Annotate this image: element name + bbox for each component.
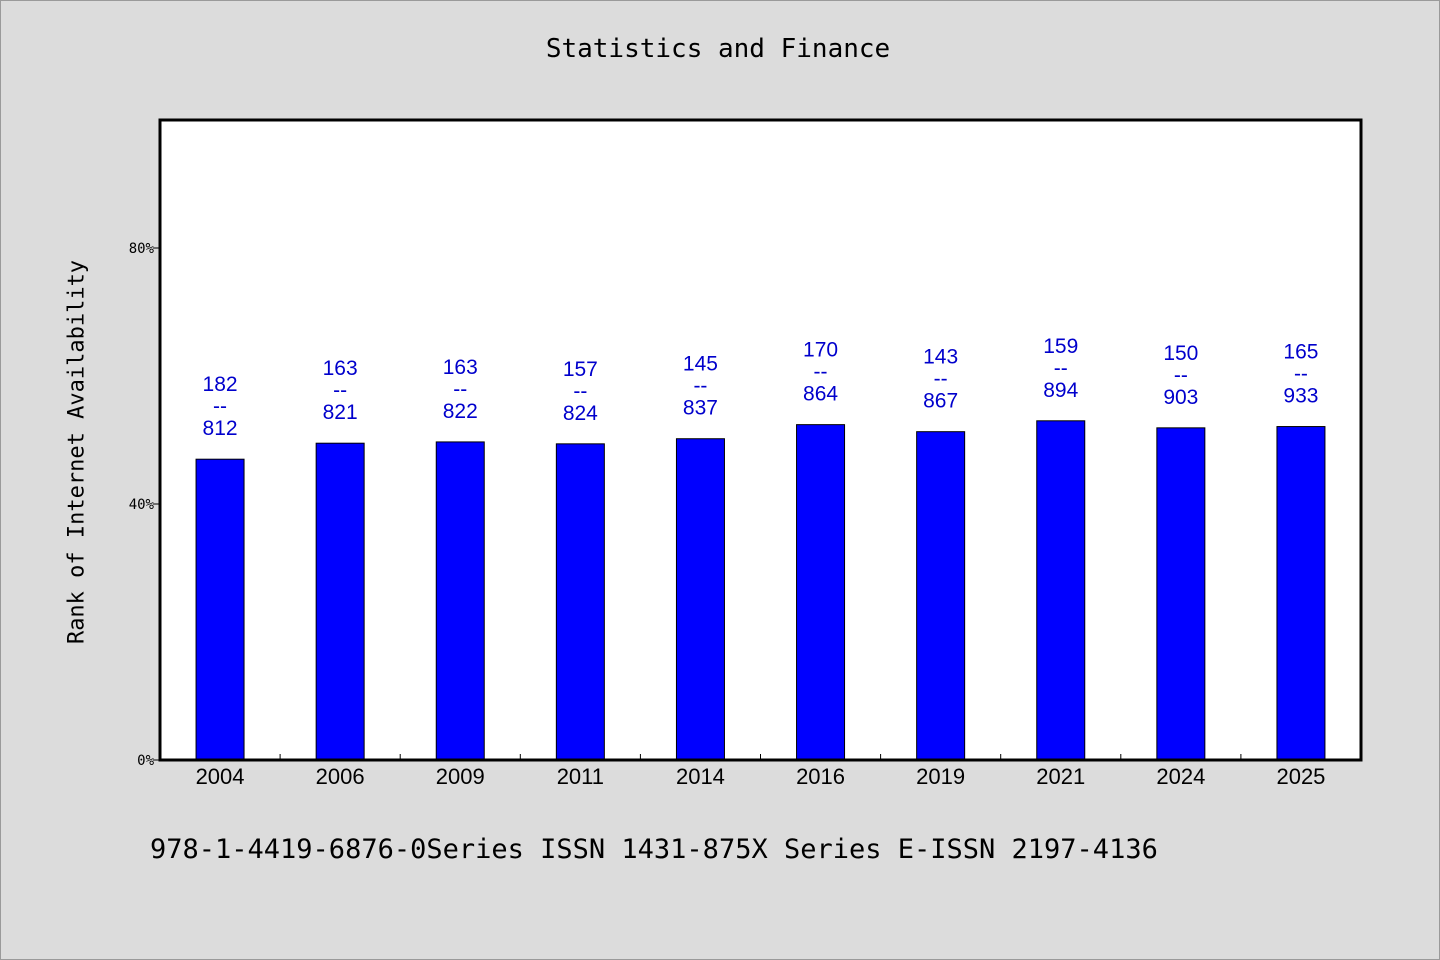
bar-label-bottom: 821 (323, 401, 358, 424)
x-tick-label: 2019 (916, 764, 965, 789)
bar (796, 424, 846, 761)
bar-label-top: 145 (683, 353, 718, 376)
bar-label-separator: -- (693, 375, 707, 398)
bar-label-top: 150 (1163, 342, 1198, 365)
bar (435, 441, 485, 761)
plot-border (158, 118, 1363, 762)
bar-label-separator: -- (573, 380, 587, 403)
x-tick-label: 2025 (1276, 764, 1325, 789)
bar-label-separator: -- (333, 379, 347, 402)
bar (315, 442, 365, 761)
x-tick-label: 2024 (1156, 764, 1205, 789)
bar-label-top: 163 (323, 357, 358, 380)
x-tick-label: 2006 (316, 764, 365, 789)
y-tick-label: 80% (129, 241, 155, 257)
bar (555, 443, 605, 761)
bar-label-top: 157 (563, 358, 598, 381)
bar (195, 458, 245, 761)
bar-label-bottom: 824 (563, 402, 598, 425)
bar (1036, 420, 1086, 761)
bar-label-separator: -- (934, 368, 948, 391)
bar-label-separator: -- (453, 378, 467, 401)
bar-label-top: 170 (803, 339, 838, 362)
bar (916, 431, 966, 761)
bar-label-bottom: 903 (1163, 386, 1198, 409)
bar (1156, 427, 1206, 761)
bar-label-separator: -- (814, 361, 828, 384)
x-tick-label: 2016 (796, 764, 845, 789)
bar-label-bottom: 864 (803, 383, 838, 406)
bar-label-top: 182 (203, 373, 238, 396)
bar-label-bottom: 837 (683, 397, 718, 420)
x-tick-label: 2011 (557, 764, 604, 789)
bar (675, 438, 725, 761)
bar-label-top: 159 (1043, 335, 1078, 358)
bar-label-bottom: 894 (1043, 379, 1078, 402)
bar-label-separator: -- (213, 395, 227, 418)
x-tick-label: 2014 (676, 764, 725, 789)
bar-label-top: 165 (1283, 341, 1318, 364)
footer-isbn-text: 978-1-4419-6876-0Series ISSN 1431-875X S… (150, 834, 1158, 865)
bar (1276, 426, 1326, 761)
bar-label-bottom: 933 (1283, 385, 1318, 408)
bar-label-top: 163 (443, 356, 478, 379)
y-tick-label: 0% (137, 753, 154, 769)
chart-title: Statistics and Finance (545, 34, 891, 64)
x-tick-label: 2009 (436, 764, 485, 789)
bar-label-separator: -- (1054, 357, 1068, 380)
bar-label-bottom: 822 (443, 400, 478, 423)
x-tick-label: 2021 (1036, 764, 1085, 789)
y-tick-label: 40% (129, 497, 155, 513)
x-tick-label: 2004 (196, 764, 245, 789)
bar-label-separator: -- (1294, 363, 1308, 386)
bar-label-bottom: 867 (923, 390, 958, 413)
bar-label-separator: -- (1174, 364, 1188, 387)
bar-label-bottom: 812 (203, 417, 238, 440)
bar-label-top: 143 (923, 346, 958, 369)
